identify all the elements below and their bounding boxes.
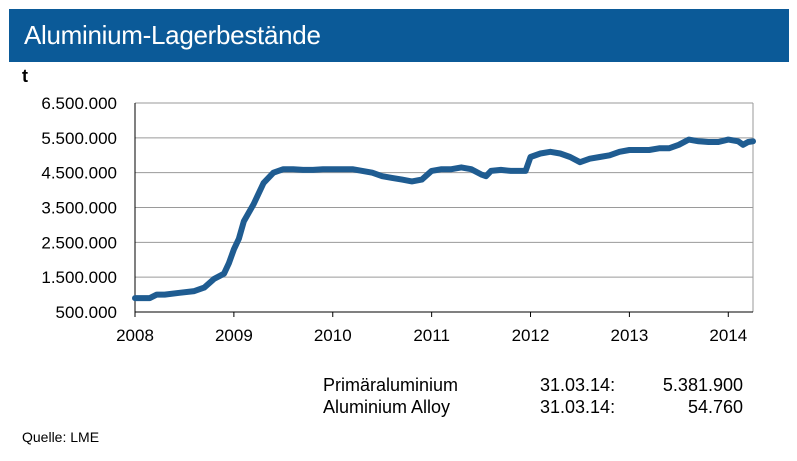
x-tick-label: 2009 [215,326,253,345]
x-tick-label: 2008 [116,326,154,345]
x-tick-label: 2012 [512,326,550,345]
y-tick-label: 2.500.000 [41,233,117,252]
legend-row-primary: Primäraluminium 31.03.14: 5.381.900 [323,374,763,396]
y-tick-label: 6.500.000 [41,94,117,113]
legend-name: Aluminium Alloy [323,397,451,417]
x-tick-label: 2011 [413,326,450,345]
title-bar: Aluminium-Lagerbestände [9,9,789,62]
x-tick-label: 2014 [709,326,747,345]
legend-date: 31.03.14: [540,375,616,395]
x-tick-label: 2010 [314,326,352,345]
legend-value: 5.381.900 [662,375,743,395]
legend-name: Primäraluminium [323,375,459,395]
legend-row-alloy: Aluminium Alloy 31.03.14: 54.760 [323,396,763,418]
y-tick-label: 500.000 [56,303,117,322]
legend-table: Primäraluminium 31.03.14: 5.381.900 Alum… [323,374,763,418]
y-axis-unit: t [22,66,28,86]
y-tick-label: 3.500.000 [41,199,117,218]
y-tick-label: 4.500.000 [41,164,117,183]
legend-date: 31.03.14: [540,397,616,417]
legend-value: 54.760 [687,397,743,417]
y-tick-label: 5.500.000 [41,129,117,148]
x-tick-label: 2013 [610,326,648,345]
source-note: Quelle: LME [22,429,100,445]
chart-title: Aluminium-Lagerbestände [24,20,321,50]
series-line [132,136,756,302]
y-tick-label: 1.500.000 [41,268,117,287]
